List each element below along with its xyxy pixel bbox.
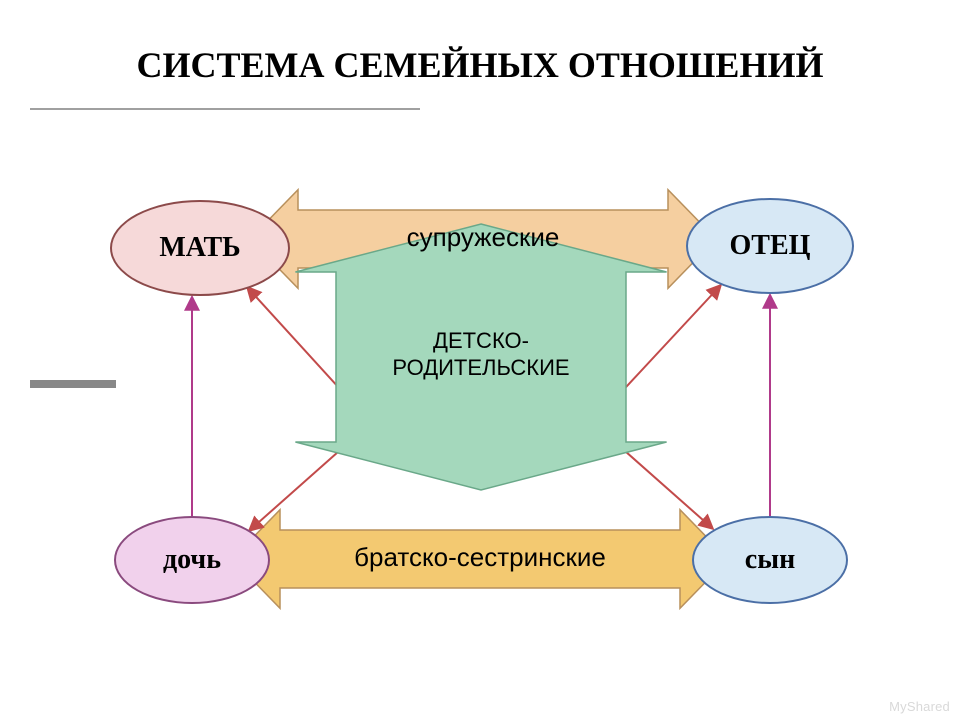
arrow-spousal-label: супружеские	[298, 222, 668, 253]
node-son-label: сын	[745, 544, 795, 576]
node-daughter: дочь	[114, 516, 270, 604]
node-son: сын	[692, 516, 848, 604]
watermark: MyShared	[889, 699, 950, 714]
node-mother: МАТЬ	[110, 200, 290, 296]
node-father-label: ОТЕЦ	[730, 230, 811, 262]
arrow-parent-child-label: ДЕТСКО- РОДИТЕЛЬСКИЕ	[336, 328, 626, 381]
arrow-sibling-label: братско-сестринские	[280, 542, 680, 573]
arrow-parent-child-label-line1: ДЕТСКО-	[433, 328, 529, 353]
arrow-parent-child-label-line2: РОДИТЕЛЬСКИЕ	[392, 355, 569, 380]
node-daughter-label: дочь	[163, 544, 221, 576]
node-mother-label: МАТЬ	[159, 232, 240, 264]
node-father: ОТЕЦ	[686, 198, 854, 294]
